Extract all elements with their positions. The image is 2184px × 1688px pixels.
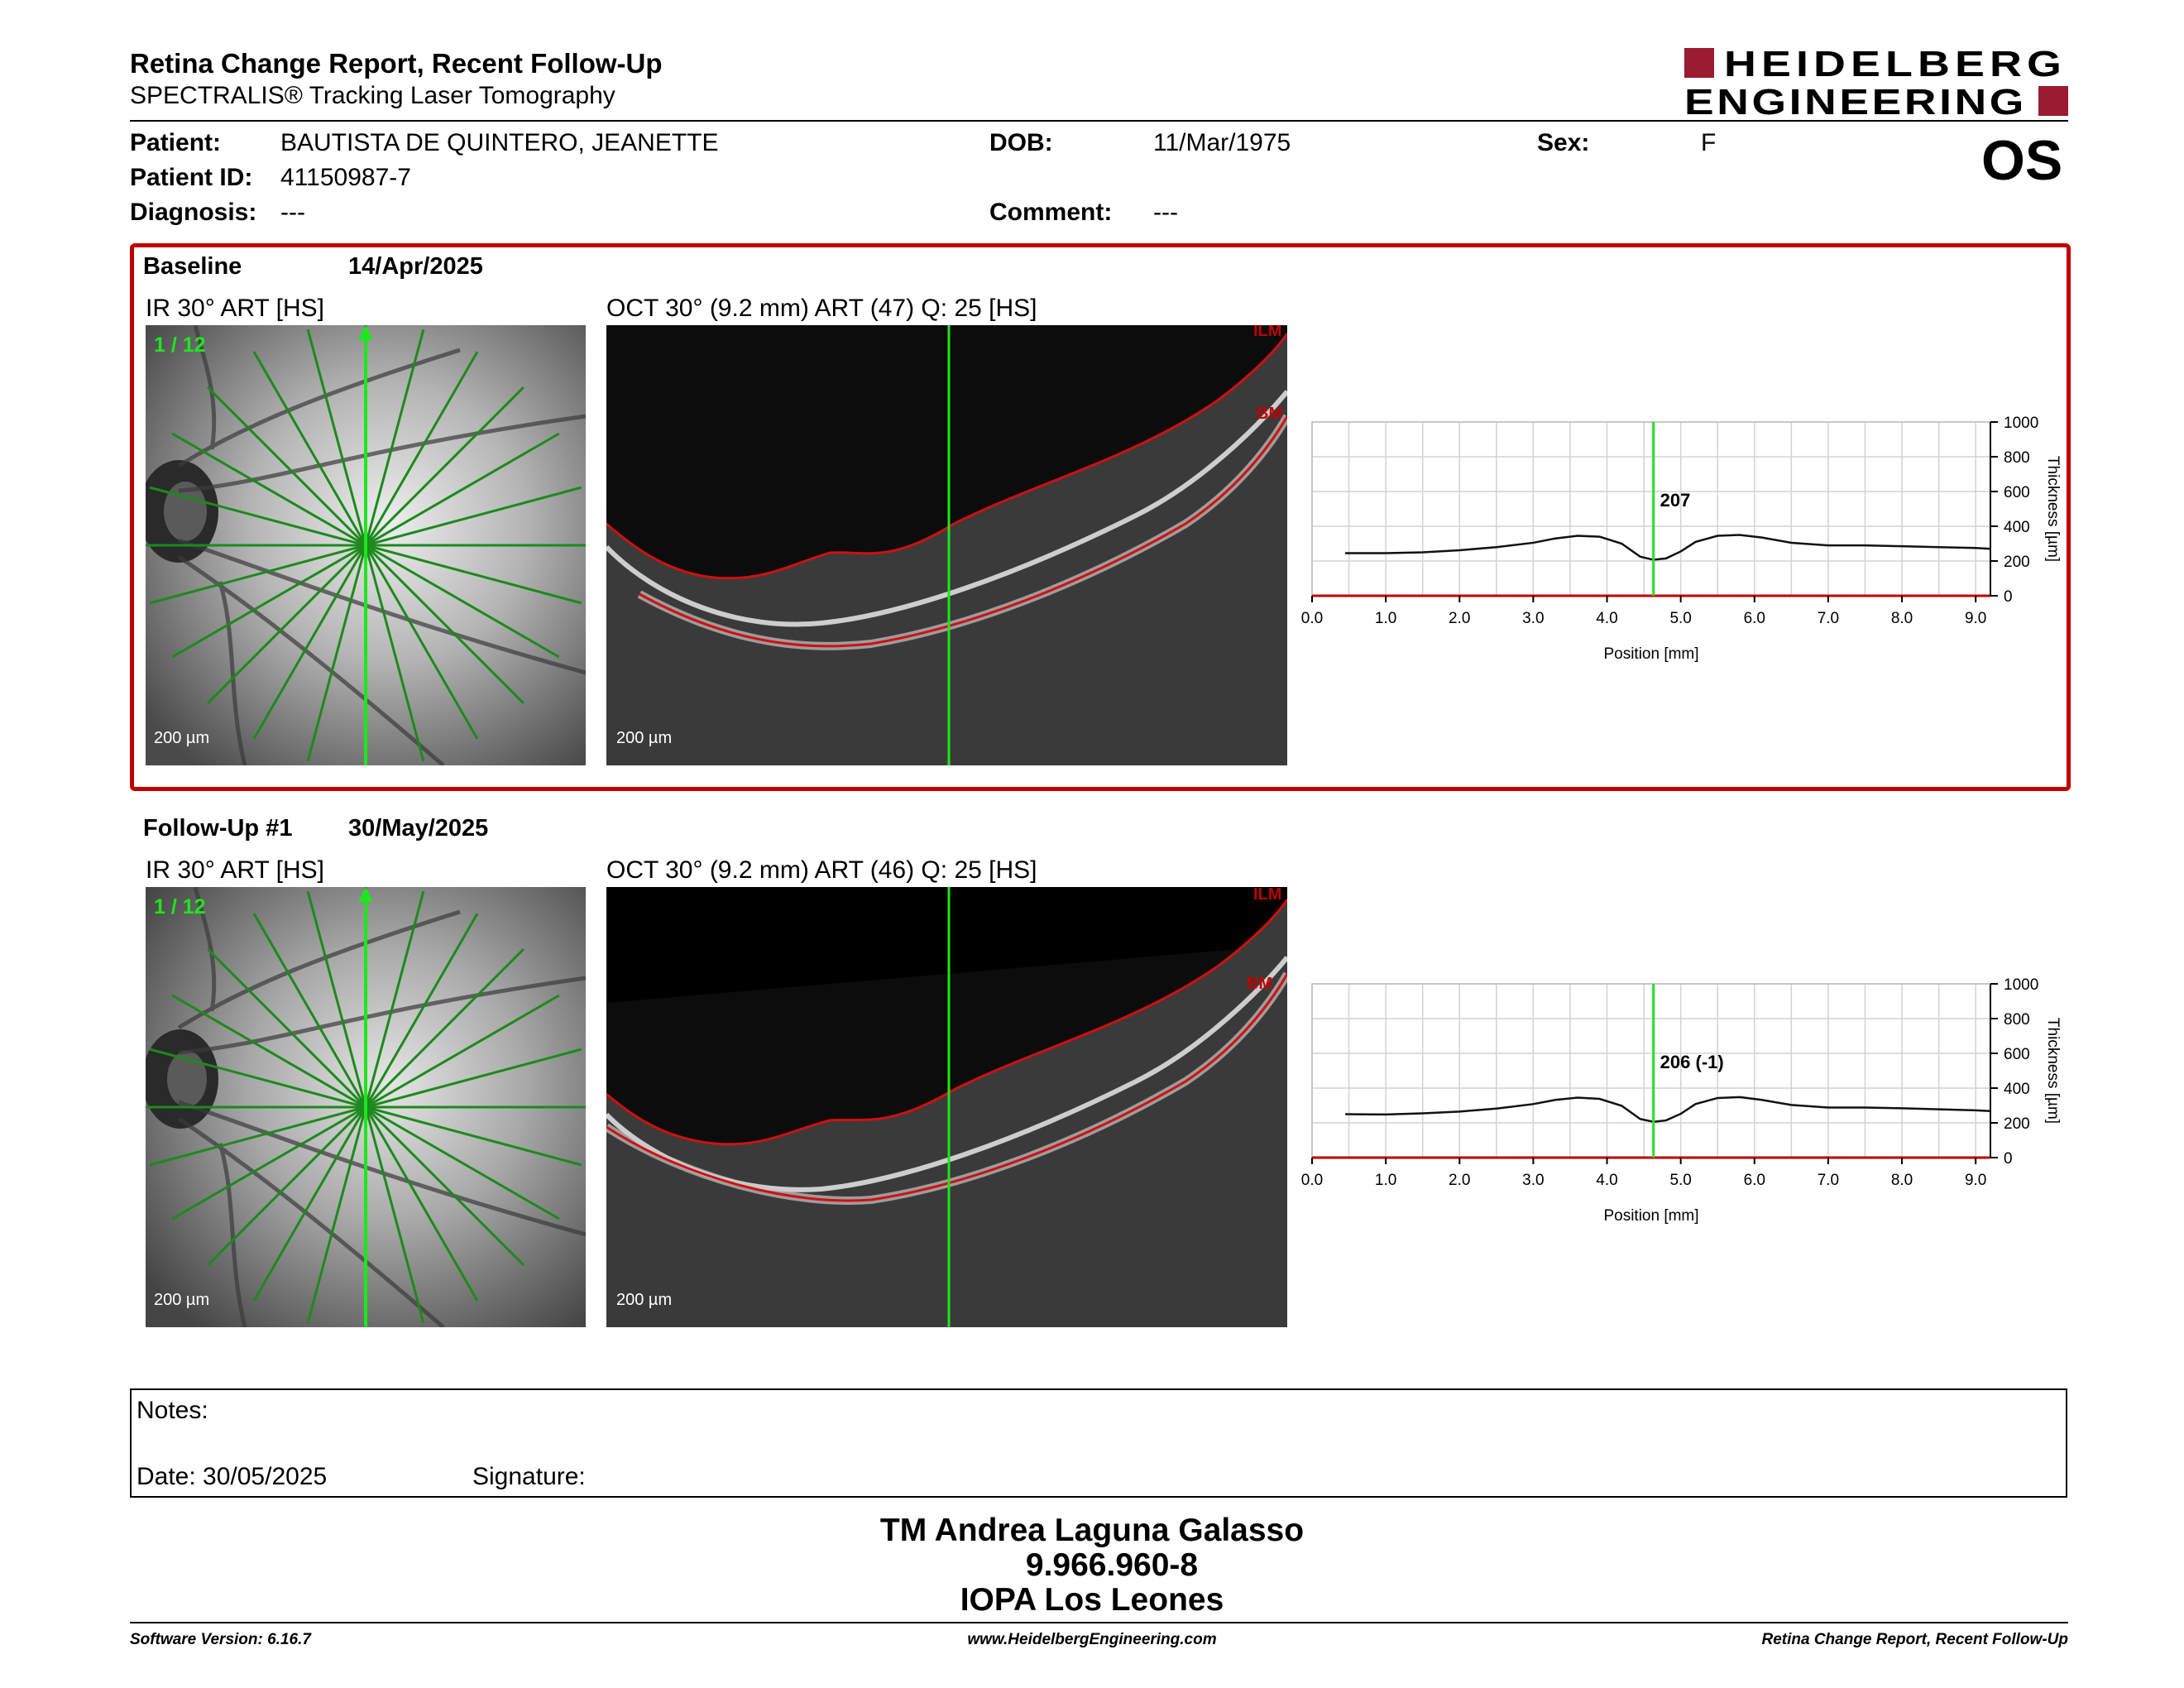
logo-line2: ENGINEERING xyxy=(1684,82,2027,117)
stamp-id: 9.966.960-8 xyxy=(1025,1547,1199,1583)
x-tick-label: 4.0 xyxy=(1596,1172,1617,1189)
diagnosis-label: Diagnosis: xyxy=(130,199,257,226)
footer-rule xyxy=(130,1622,2068,1623)
patient-id: 41150987-7 xyxy=(280,164,411,191)
x-tick-label: 9.0 xyxy=(1965,1172,1986,1189)
x-tick-label: 5.0 xyxy=(1669,610,1691,627)
stamp-institution: IOPA Los Leones xyxy=(960,1582,1224,1618)
footer-report-name: Retina Change Report, Recent Follow-Up xyxy=(1761,1631,2068,1648)
x-tick-label: 8.0 xyxy=(1891,1172,1913,1189)
patient-label: Patient: xyxy=(130,129,222,156)
y-tick-label: 400 xyxy=(2004,1081,2030,1098)
followup-ir-label: IR 30° ART [HS] xyxy=(146,856,324,884)
baseline-ir-fundus-image: 1 / 12 200 µm xyxy=(146,325,586,765)
report-title: Retina Change Report, Recent Follow-Up xyxy=(130,48,663,79)
baseline-ir-scale-bar: 200 µm xyxy=(154,729,210,747)
x-tick-label: 1.0 xyxy=(1375,610,1396,627)
header-rule xyxy=(130,120,2068,122)
x-tick-label: 0.0 xyxy=(1301,1172,1323,1189)
baseline-ir-label: IR 30° ART [HS] xyxy=(146,295,324,322)
patient-id-label: Patient ID: xyxy=(130,164,253,191)
x-axis-label: Position [mm] xyxy=(1603,1207,1698,1225)
baseline-label: Baseline xyxy=(143,253,242,280)
plot-frame xyxy=(1311,421,1991,597)
followup-scan-index: 1 / 12 xyxy=(154,895,206,918)
notes-signature: Signature: xyxy=(472,1463,586,1490)
dob-label: DOB: xyxy=(989,129,1053,156)
baseline-bm-tag: BM xyxy=(1257,405,1283,423)
x-tick-label: 4.0 xyxy=(1596,610,1617,627)
notes-box: Notes: Date: 30/05/2025 Signature: xyxy=(130,1388,2067,1498)
baseline-oct-bscan-image: ILM BM 200 µm xyxy=(606,325,1287,765)
followup-ir-scale-bar: 200 µm xyxy=(154,1291,210,1309)
x-tick-label: 3.0 xyxy=(1522,610,1544,627)
followup-oct-scale-bar: 200 µm xyxy=(616,1291,673,1309)
y-tick-label: 200 xyxy=(2004,1115,2030,1133)
baseline-ilm-tag: ILM xyxy=(1253,325,1282,340)
x-tick-label: 5.0 xyxy=(1669,1172,1691,1189)
y-tick-label: 800 xyxy=(2004,1011,2030,1029)
patient-name: BAUTISTA DE QUINTERO, JEANETTE xyxy=(280,129,719,156)
comment-label: Comment: xyxy=(989,199,1113,226)
baseline-oct-scale-bar: 200 µm xyxy=(616,729,673,747)
notes-date: Date: 30/05/2025 xyxy=(136,1463,328,1490)
marker-value-label: 207 xyxy=(1660,490,1691,511)
y-tick-label: 600 xyxy=(2004,1046,2030,1063)
y-axis-label: Thickness [µm] xyxy=(2044,1018,2062,1124)
x-tick-label: 0.0 xyxy=(1301,610,1323,627)
x-tick-label: 2.0 xyxy=(1449,610,1470,627)
y-axis-label: Thickness [µm] xyxy=(2044,456,2062,562)
footer-software-version: Software Version: 6.16.7 xyxy=(130,1631,311,1648)
followup-label: Follow-Up #1 xyxy=(143,815,293,842)
report-subtitle: SPECTRALIS® Tracking Laser Tomography xyxy=(130,82,615,109)
diagnosis-value: --- xyxy=(280,199,305,226)
logo-line1: HEIDELBERG xyxy=(1724,45,2067,84)
followup-oct-bscan-image: ILM BM 200 µm xyxy=(606,887,1287,1327)
marker-value-label: 206 (-1) xyxy=(1660,1052,1724,1072)
y-tick-label: 400 xyxy=(2004,519,2030,536)
baseline-thickness-chart: 0 200 400 600 800 1000 0.0 1.0 2.0 3.0 4.0 5.0 6.0 7.… xyxy=(1301,415,2062,663)
y-tick-label: 0 xyxy=(2004,588,2013,606)
x-tick-label: 6.0 xyxy=(1744,1172,1765,1189)
baseline-oct-label: OCT 30° (9.2 mm) ART (47) Q: 25 [HS] xyxy=(606,295,1037,322)
x-tick-label: 7.0 xyxy=(1818,1172,1839,1189)
notes-label: Notes: xyxy=(136,1397,208,1424)
dob-value: 11/Mar/1975 xyxy=(1153,129,1291,156)
sex-label: Sex: xyxy=(1537,129,1590,156)
baseline-scan-index: 1 / 12 xyxy=(154,333,206,357)
baseline-frame xyxy=(130,243,2071,791)
x-axis-label: Position [mm] xyxy=(1603,645,1698,663)
followup-date: 30/May/2025 xyxy=(348,815,489,842)
x-tick-label: 7.0 xyxy=(1818,610,1839,627)
y-tick-label: 600 xyxy=(2004,484,2030,501)
thickness-series-line xyxy=(1345,1096,1991,1124)
followup-ilm-tag: ILM xyxy=(1253,887,1282,904)
followup-oct-label: OCT 30° (9.2 mm) ART (46) Q: 25 [HS] xyxy=(606,856,1037,884)
y-tick-label: 1000 xyxy=(2004,976,2038,994)
followup-thickness-chart: 0 200 400 600 800 1000 0.0 1.0 2.0 3.0 4.0 5.0 6.0 7.… xyxy=(1301,976,2062,1225)
x-tick-label: 2.0 xyxy=(1449,1172,1470,1189)
x-tick-label: 1.0 xyxy=(1375,1172,1396,1189)
footer-website: www.HeidelbergEngineering.com xyxy=(967,1631,1217,1648)
y-tick-label: 200 xyxy=(2004,554,2030,571)
eye-side-label: OS xyxy=(1981,129,2063,192)
heidelberg-logo: HEIDELBERG ENGINEERING xyxy=(1684,45,2068,117)
y-tick-label: 0 xyxy=(2004,1150,2013,1168)
followup-ir-fundus-image: 1 / 12 200 µm xyxy=(146,887,586,1327)
x-tick-label: 9.0 xyxy=(1965,610,1986,627)
followup-bm-tag: BM xyxy=(1247,975,1273,993)
stamp-name: TM Andrea Laguna Galasso xyxy=(879,1513,1305,1548)
x-tick-label: 8.0 xyxy=(1891,610,1913,627)
x-tick-label: 3.0 xyxy=(1522,1172,1544,1189)
plot-frame xyxy=(1311,983,1991,1158)
y-tick-label: 800 xyxy=(2004,449,2030,467)
baseline-date: 14/Apr/2025 xyxy=(348,253,483,280)
x-tick-label: 6.0 xyxy=(1744,610,1765,627)
comment-value: --- xyxy=(1153,199,1178,226)
sex-value: F xyxy=(1701,129,1717,156)
y-tick-label: 1000 xyxy=(2004,415,2038,432)
thickness-series-line xyxy=(1345,534,1991,561)
